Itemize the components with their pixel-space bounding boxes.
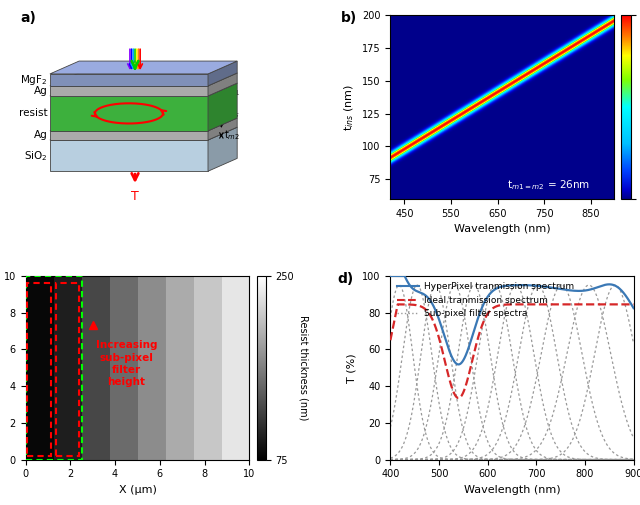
Text: SiO$_2$: SiO$_2$ bbox=[24, 149, 47, 163]
Polygon shape bbox=[208, 73, 237, 96]
Text: Increasing
sub-pixel
filter
height: Increasing sub-pixel filter height bbox=[95, 340, 157, 387]
Text: t$_{m2}$: t$_{m2}$ bbox=[224, 129, 240, 142]
Polygon shape bbox=[50, 131, 208, 140]
Polygon shape bbox=[50, 127, 237, 140]
Bar bbox=[26, 276, 81, 460]
X-axis label: Wavelength (nm): Wavelength (nm) bbox=[464, 485, 560, 495]
Text: Ag: Ag bbox=[34, 130, 47, 140]
Text: T: T bbox=[131, 189, 139, 203]
Text: resist: resist bbox=[19, 109, 47, 118]
Legend: HyperPixel tranmission spectrum, Ideal tranmission spectrum, Sub-pixel filter sp: HyperPixel tranmission spectrum, Ideal t… bbox=[395, 280, 576, 320]
Text: MgF$_2$: MgF$_2$ bbox=[20, 73, 47, 87]
Polygon shape bbox=[50, 74, 208, 86]
Polygon shape bbox=[50, 83, 237, 96]
X-axis label: Wavelength (nm): Wavelength (nm) bbox=[454, 224, 550, 234]
Polygon shape bbox=[208, 127, 237, 171]
Polygon shape bbox=[208, 83, 237, 131]
Y-axis label: T (%): T (%) bbox=[347, 353, 356, 383]
Polygon shape bbox=[50, 86, 208, 96]
Text: b): b) bbox=[341, 12, 357, 25]
Polygon shape bbox=[50, 118, 237, 131]
X-axis label: X (μm): X (μm) bbox=[118, 485, 156, 495]
Polygon shape bbox=[50, 96, 208, 131]
Text: Ag: Ag bbox=[34, 86, 47, 96]
Text: d): d) bbox=[337, 272, 353, 286]
Polygon shape bbox=[50, 140, 208, 171]
Text: t$_{ins}$: t$_{ins}$ bbox=[224, 107, 239, 120]
Text: t$_{m1=m2}$ = 26nm: t$_{m1=m2}$ = 26nm bbox=[507, 178, 590, 191]
Text: a): a) bbox=[20, 12, 36, 25]
Polygon shape bbox=[208, 118, 237, 140]
Text: t$_{m1}$: t$_{m1}$ bbox=[224, 84, 240, 98]
Y-axis label: t$_{ins}$ (nm): t$_{ins}$ (nm) bbox=[343, 83, 356, 130]
Bar bbox=[56, 283, 79, 456]
Y-axis label: Resist thickness (nm): Resist thickness (nm) bbox=[298, 315, 308, 421]
Polygon shape bbox=[50, 73, 237, 86]
Polygon shape bbox=[50, 61, 237, 74]
Polygon shape bbox=[208, 61, 237, 86]
Bar bbox=[27, 283, 51, 456]
